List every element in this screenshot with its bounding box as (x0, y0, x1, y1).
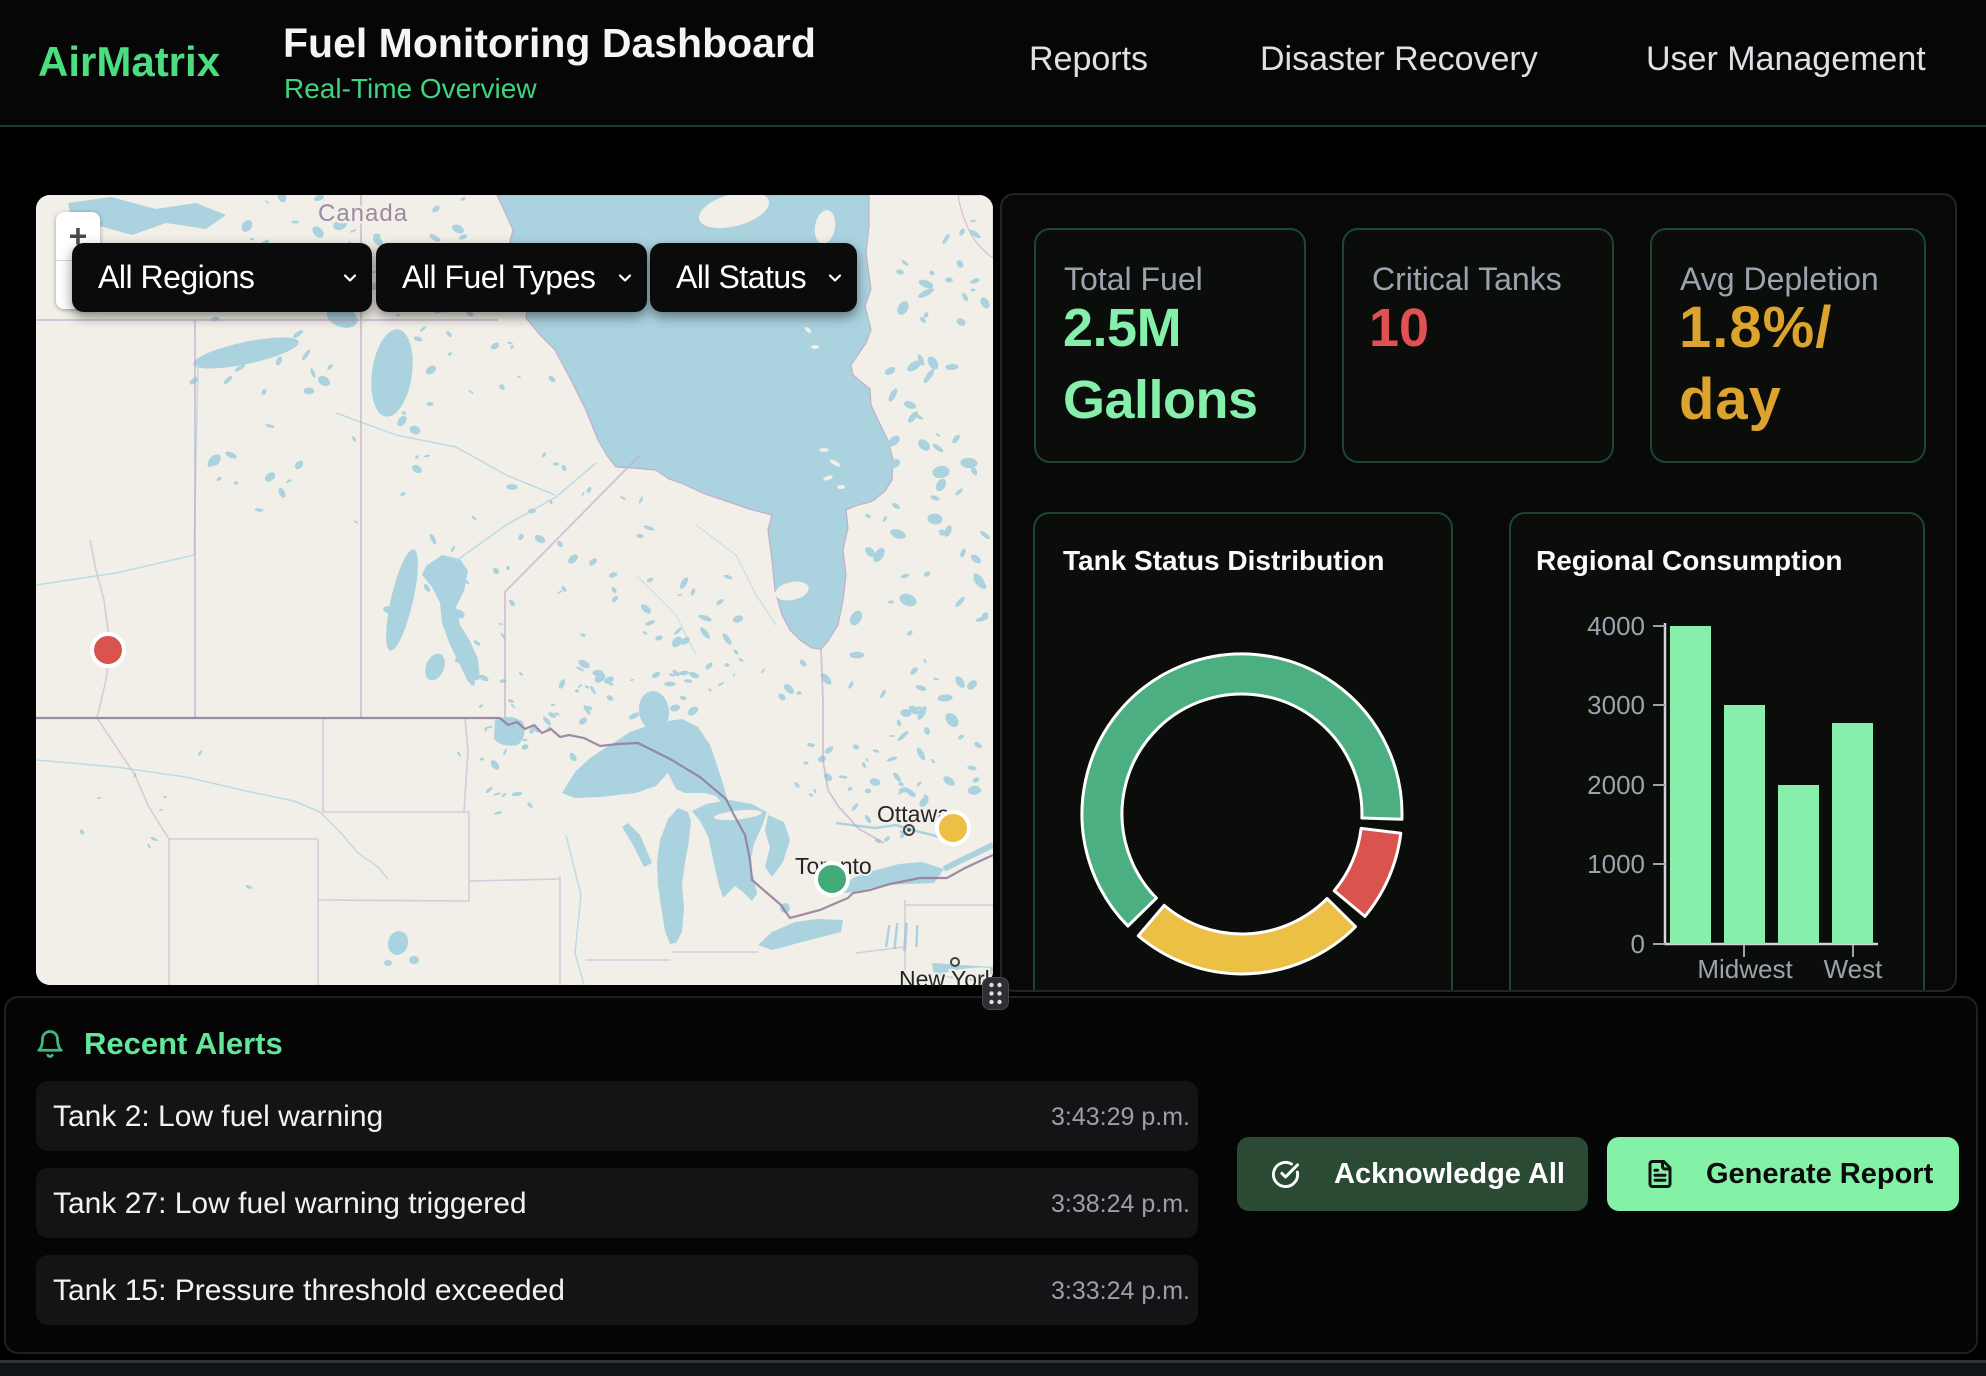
svg-text:West: West (1824, 954, 1884, 984)
svg-text:New York: New York (899, 966, 993, 985)
svg-text:2000: 2000 (1587, 770, 1645, 800)
svg-text:Ottawa: Ottawa (877, 801, 950, 827)
svg-text:3000: 3000 (1587, 690, 1645, 720)
svg-text:Midwest: Midwest (1697, 954, 1793, 984)
svg-text:4000: 4000 (1587, 611, 1645, 641)
svg-text:1000: 1000 (1587, 849, 1645, 879)
svg-text:0: 0 (1631, 929, 1645, 959)
svg-text:Canada: Canada (318, 200, 408, 227)
